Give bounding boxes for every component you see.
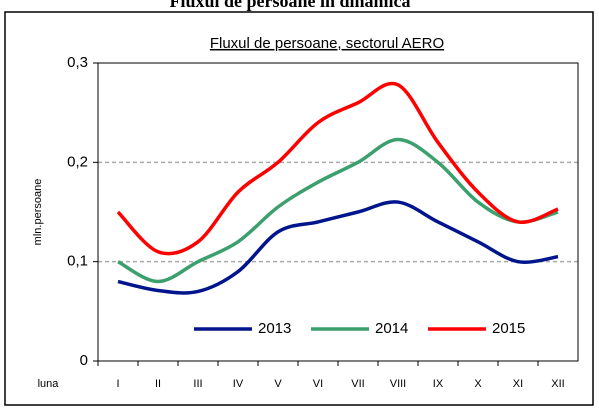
chart-title: Fluxul de persoane, sectorul AERO: [210, 35, 444, 52]
plot-frame: [97, 62, 579, 362]
y-tick-label: 0,2: [67, 153, 88, 170]
legend-label: 2014: [375, 320, 408, 337]
legend-label: 2013: [258, 320, 291, 337]
y-tick-label: 0,3: [67, 54, 88, 71]
x-tick-label: IX: [433, 378, 444, 390]
x-tick-label: II: [155, 378, 161, 390]
x-tick-label: V: [274, 378, 282, 390]
x-axis-label: luna: [38, 378, 60, 390]
x-tick-label: X: [474, 378, 482, 390]
legend-label: 2015: [492, 320, 525, 337]
x-tick-label: VI: [313, 378, 323, 390]
x-tick-label: XII: [551, 378, 564, 390]
x-tick-label: I: [116, 378, 119, 390]
series-line: [116, 81, 559, 256]
chart-border: [4, 11, 594, 406]
x-tick-label: XI: [513, 378, 523, 390]
y-tick-label: 0,1: [67, 253, 88, 270]
x-tick-label: VII: [351, 378, 364, 390]
x-tick-label: III: [193, 378, 202, 390]
series-line: [117, 200, 559, 295]
heading: Fluxul de persoane în dinamică: [169, 0, 410, 11]
y-axis-label: mln.persoane: [32, 179, 44, 246]
series-line: [117, 137, 559, 284]
y-tick-label: 0: [80, 352, 88, 369]
x-tick-label: VIII: [390, 378, 407, 390]
x-tick-label: IV: [233, 378, 244, 390]
